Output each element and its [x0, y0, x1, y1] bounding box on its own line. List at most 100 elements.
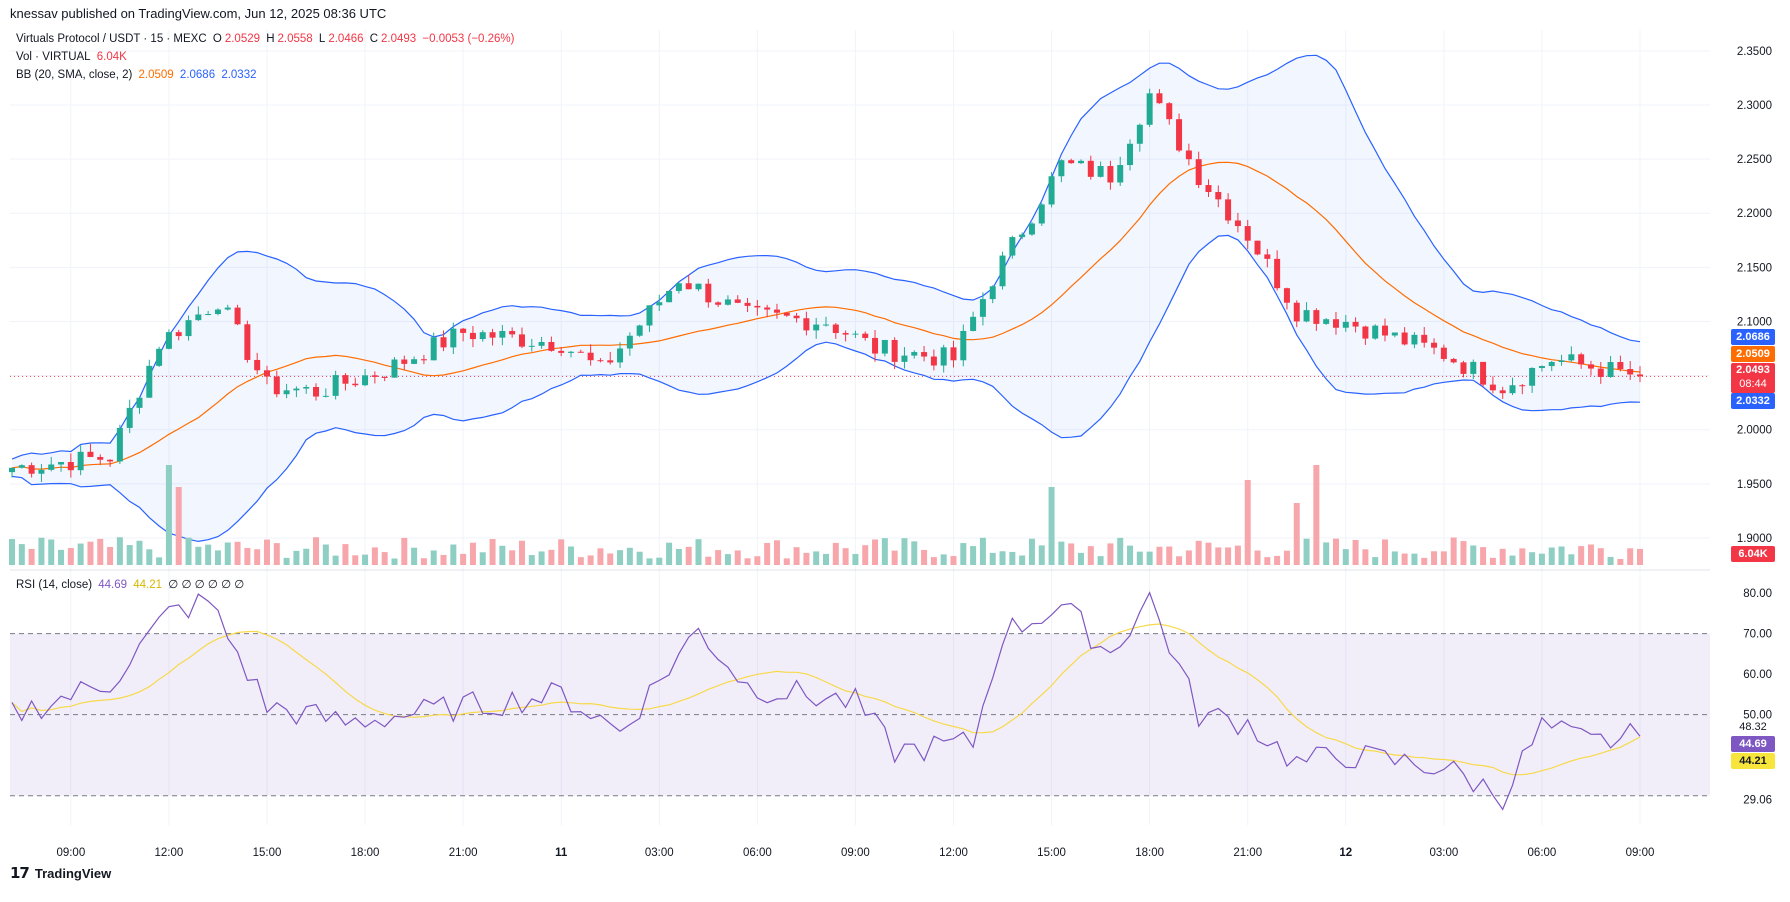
candle-body — [715, 302, 722, 305]
symbol-name[interactable]: Virtuals Protocol / USDT · 15 · MEXC — [16, 33, 207, 45]
rsi-tick-label: 70.00 — [1743, 629, 1772, 641]
volume-label[interactable]: Vol · VIRTUAL — [16, 51, 91, 63]
volume-bar — [1587, 544, 1594, 565]
volume-bar — [1166, 546, 1173, 565]
volume-bar — [891, 550, 898, 565]
price-tick-label: 2.3000 — [1737, 100, 1772, 112]
symbol-legend[interactable]: Virtuals Protocol / USDT · 15 · MEXC O 2.… — [16, 33, 518, 45]
volume-bar — [960, 543, 967, 565]
volume-bar — [773, 540, 780, 565]
volume-bar — [744, 558, 751, 565]
volume-bar — [862, 545, 869, 565]
candle-body — [1225, 199, 1232, 221]
volume-bar — [1548, 547, 1555, 565]
volume-bar — [1509, 555, 1516, 565]
candle-body — [1127, 143, 1134, 166]
volume-bar — [1558, 546, 1565, 565]
candle-body — [979, 299, 986, 317]
volume-bar — [283, 557, 290, 565]
volume-bar — [626, 547, 633, 565]
candle-body — [1117, 165, 1124, 183]
candle-body — [1352, 321, 1359, 327]
volume-bar — [646, 558, 653, 565]
bb-basis-line — [11, 161, 1641, 470]
candle-body — [224, 307, 231, 310]
volume-bar — [185, 537, 192, 565]
candle-body — [1578, 354, 1585, 365]
time-tick-label: 03:00 — [1429, 847, 1458, 859]
candle-body — [626, 335, 633, 349]
candle-body — [1087, 160, 1094, 177]
time-tick-label: 11 — [555, 847, 568, 859]
volume-legend[interactable]: Vol · VIRTUAL 6.04K — [16, 51, 130, 63]
volume-bar — [205, 544, 212, 565]
volume-bar — [1362, 549, 1369, 565]
bb-legend[interactable]: BB (20, SMA, close, 2) 2.0509 2.0686 2.0… — [16, 69, 260, 81]
candle-body — [273, 376, 280, 395]
volume-bar — [1028, 538, 1035, 565]
candle-body — [1156, 93, 1163, 104]
volume-bar — [675, 548, 682, 565]
close-label: C — [369, 33, 379, 45]
rsi-legend[interactable]: RSI (14, close) 44.69 44.21 ∅ ∅ ∅ ∅ ∅ ∅ — [16, 577, 247, 591]
volume-bar — [1077, 552, 1084, 565]
volume-bar — [313, 537, 320, 565]
rsi-line — [11, 591, 1641, 811]
candle-body — [646, 305, 653, 326]
volume-bar — [1401, 553, 1408, 565]
candle-body — [1558, 360, 1565, 362]
candle-body — [1627, 369, 1634, 375]
volume-bar — [577, 557, 584, 565]
candle-body — [823, 324, 829, 326]
candle-body — [1480, 361, 1487, 385]
candle-body — [1274, 258, 1281, 289]
candle-body — [1205, 185, 1212, 192]
candle-body — [695, 283, 702, 290]
volume-bar — [842, 548, 849, 565]
candle-body — [430, 337, 437, 361]
volume-bar — [58, 549, 65, 565]
candle-body — [244, 324, 251, 360]
candle-body — [420, 359, 427, 361]
volume-bar — [1538, 553, 1545, 565]
volume-bar — [1480, 547, 1487, 565]
candle-body — [1332, 319, 1339, 328]
volume-bar — [430, 550, 437, 565]
candle-body — [97, 456, 104, 460]
footer-brand[interactable]: 𝟭𝟳 TradingView — [10, 864, 111, 882]
candle-body — [293, 388, 300, 391]
volume-bars — [9, 465, 1643, 565]
price-tick-label: 1.9000 — [1737, 533, 1772, 545]
candle-body — [1538, 366, 1545, 368]
candle-body — [313, 387, 320, 397]
price-tick-label: 2.1500 — [1737, 262, 1772, 274]
candle-body — [1391, 332, 1398, 336]
tradingview-logo-icon: 𝟭𝟳 — [10, 865, 30, 882]
volume-bar — [1313, 465, 1320, 565]
volume-bar — [391, 558, 398, 565]
bb-lower-value: 2.0332 — [221, 69, 257, 81]
candle-body — [1509, 385, 1516, 394]
candle-body — [1254, 240, 1261, 255]
candle-body — [548, 342, 555, 351]
volume-bar — [469, 542, 476, 565]
volume-bar — [803, 552, 810, 565]
bb-label[interactable]: BB (20, SMA, close, 2) — [16, 69, 133, 81]
bb-upper-line — [11, 54, 1641, 460]
candle-body — [1519, 385, 1526, 387]
candle-body — [1048, 176, 1055, 205]
volume-bar — [823, 553, 829, 565]
candle-body — [1637, 374, 1643, 377]
volume-bar — [1176, 556, 1183, 565]
candle-body — [734, 299, 741, 303]
volume-bar — [1156, 546, 1163, 565]
time-tick-label: 21:00 — [1233, 847, 1262, 859]
open-label: O — [212, 33, 222, 45]
volume-bar — [1087, 546, 1094, 565]
time-tick-label: 18:00 — [351, 847, 380, 859]
rsi-label[interactable]: RSI (14, close) — [16, 579, 93, 591]
rsi-ma-tag: 44.21 — [1731, 753, 1775, 769]
volume-bar — [1264, 557, 1271, 565]
candle-body — [499, 330, 506, 338]
